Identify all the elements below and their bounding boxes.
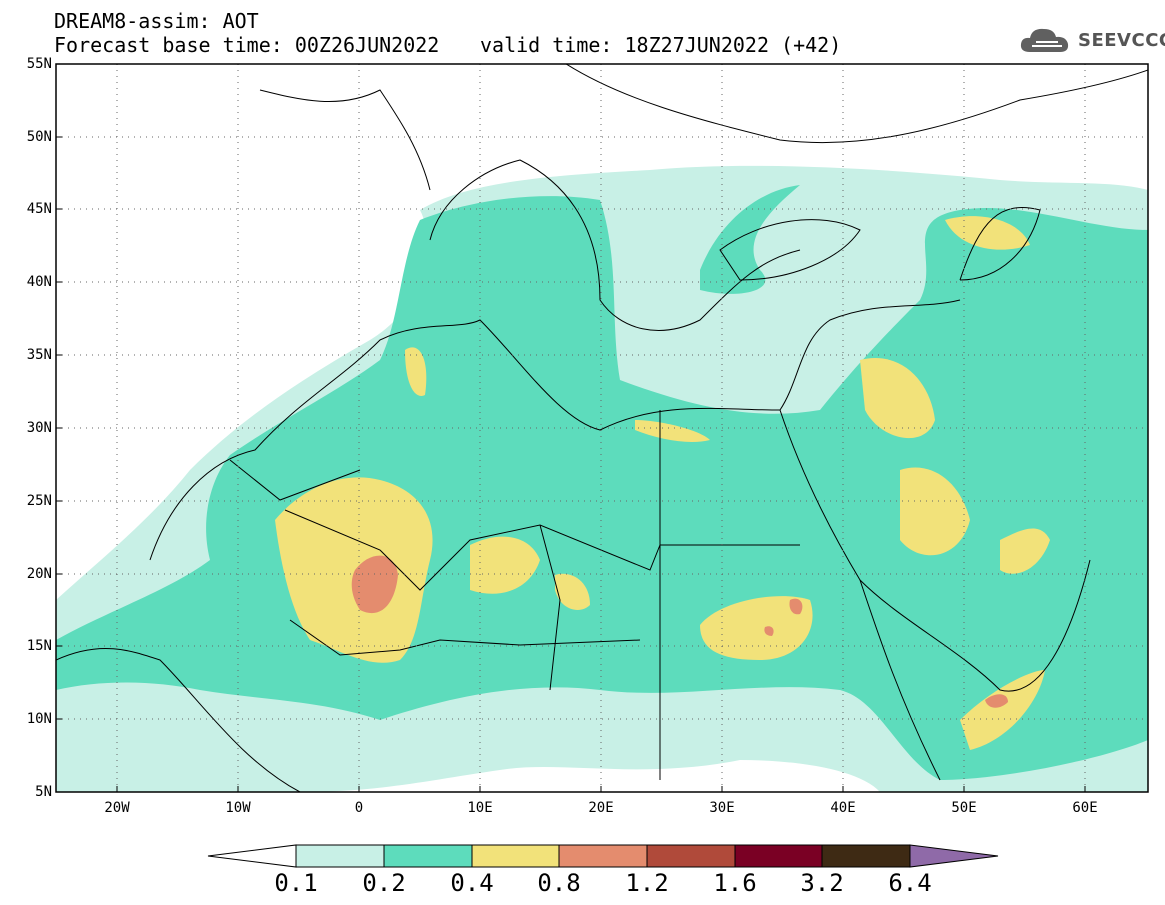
lat-label-15n: 15N (26, 638, 52, 654)
colorbar-swatch-4 (558, 844, 648, 868)
lon-label-10e: 10E (467, 800, 493, 816)
colorbar-swatch-2 (383, 844, 473, 868)
lat-label-10n: 10N (26, 711, 52, 727)
colorbar-tick-0.2: 0.2 (362, 869, 406, 897)
lon-label-10w: 10W (225, 800, 251, 816)
coastlines (56, 64, 1148, 792)
aot-contour-0.8 (351, 555, 398, 614)
aot-contour-0.4 (275, 477, 433, 663)
colorbar-swatch-6 (734, 844, 823, 868)
lon-label-30e: 30E (709, 800, 735, 816)
lat-label-5n: 5N (35, 784, 52, 800)
colorbar-tick-1.2: 1.2 (625, 869, 669, 897)
colorbar-swatch-3 (471, 844, 560, 868)
colorbar-left-arrow (207, 844, 297, 868)
colorbar-right-arrow (909, 844, 999, 868)
lat-label-50n: 50N (26, 129, 52, 145)
logo-text: SEEVCCC (1078, 30, 1165, 51)
colorbar-swatch-7 (821, 844, 911, 868)
lat-label-55n: 55N (26, 56, 52, 72)
cloud-icon (1020, 28, 1069, 52)
colorbar-swatch-1 (295, 844, 385, 868)
axis-ticks (56, 63, 1086, 792)
lat-label-35n: 35N (26, 347, 52, 363)
lat-label-45n: 45N (26, 201, 52, 217)
base-time: Forecast base time: 00Z26JUN2022 (54, 33, 440, 57)
colorbar-tick-3.2: 3.2 (800, 869, 844, 897)
colorbar-tick-1.6: 1.6 (713, 869, 757, 897)
lon-label-0: 0 (354, 800, 364, 816)
colorbar-swatch-5 (646, 844, 736, 868)
seevccc-logo: SEEVCCC (1018, 24, 1165, 58)
lon-label-50e: 50E (951, 800, 977, 816)
lon-label-20w: 20W (104, 800, 130, 816)
grid-lines (56, 64, 1148, 792)
colorbar-tick-0.8: 0.8 (537, 869, 581, 897)
lat-label-20n: 20N (26, 566, 52, 582)
lat-label-40n: 40N (26, 274, 52, 290)
aot-field (56, 64, 1148, 792)
lon-label-20e: 20E (588, 800, 614, 816)
colorbar-tick-0.1: 0.1 (274, 869, 318, 897)
lat-label-25n: 25N (26, 493, 52, 509)
colorbar-tick-0.4: 0.4 (450, 869, 494, 897)
lon-label-60e: 60E (1072, 800, 1098, 816)
valid-time: valid time: 18Z27JUN2022 (+42) (480, 33, 842, 57)
colorbar-tick-6.4: 6.4 (888, 869, 932, 897)
lat-label-30n: 30N (26, 420, 52, 436)
model-title: DREAM8-assim: AOT (54, 9, 259, 33)
colorbar (207, 844, 999, 868)
lon-label-40e: 40E (830, 800, 856, 816)
